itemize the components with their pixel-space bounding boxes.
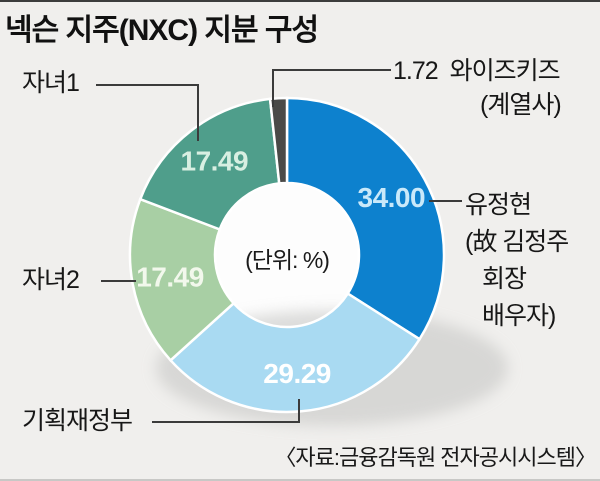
callout-label-moef: 기획재정부 — [22, 407, 133, 435]
wisekids-name: 와이즈키즈 — [449, 57, 561, 85]
donut-hole — [195, 163, 379, 347]
donut-layer: 34.00 29.29 17.49 17.49 — [128, 96, 508, 426]
pie-slice-2 — [168, 291, 422, 414]
source-note: 〈자료:금융감독원 전자공시시스템〉 — [274, 445, 597, 470]
pie-slice-1 — [285, 96, 446, 341]
unit-note: (단위: %) — [245, 247, 330, 273]
spouse-line-3: 회장 — [482, 265, 527, 293]
slice-value-label-3: 17.49 — [136, 262, 204, 293]
callout-line-child1 — [96, 84, 199, 141]
wisekids-line1: 1.72 와이즈키즈 — [393, 54, 561, 88]
spouse-line-1: 유정현 — [465, 191, 532, 219]
wisekids-sub: (계열사) — [480, 91, 562, 119]
callout-lines — [96, 69, 462, 423]
pie-slice-4 — [138, 97, 281, 232]
spouse-line-4: 배우자) — [482, 302, 556, 330]
callout-label-child1: 자녀1 — [22, 69, 80, 97]
slice-value-label-1: 34.00 — [358, 182, 426, 213]
callout-label-wisekids: 1.72 와이즈키즈 (계열사) — [393, 54, 562, 122]
slice-value-label-4: 17.49 — [181, 145, 249, 176]
spouse-line-2: (故 김정주 — [465, 228, 569, 256]
top-rule — [0, 0, 600, 2]
slice-value-label-2: 29.29 — [263, 358, 331, 389]
bottom-rule — [0, 479, 600, 481]
callout-line-moef — [152, 399, 300, 423]
wisekids-value: 1.72 — [393, 57, 439, 85]
callout-label-child2: 자녀2 — [22, 266, 80, 294]
pie-slice-3 — [128, 197, 236, 363]
callout-line-wisekids — [272, 69, 391, 107]
callout-label-spouse: 유정현 (故 김정주 회장 배우자) — [465, 187, 569, 335]
pie-slice-5 — [268, 96, 289, 185]
chart-title: 넥슨 지주(NXC) 지분 구성 — [5, 14, 319, 47]
